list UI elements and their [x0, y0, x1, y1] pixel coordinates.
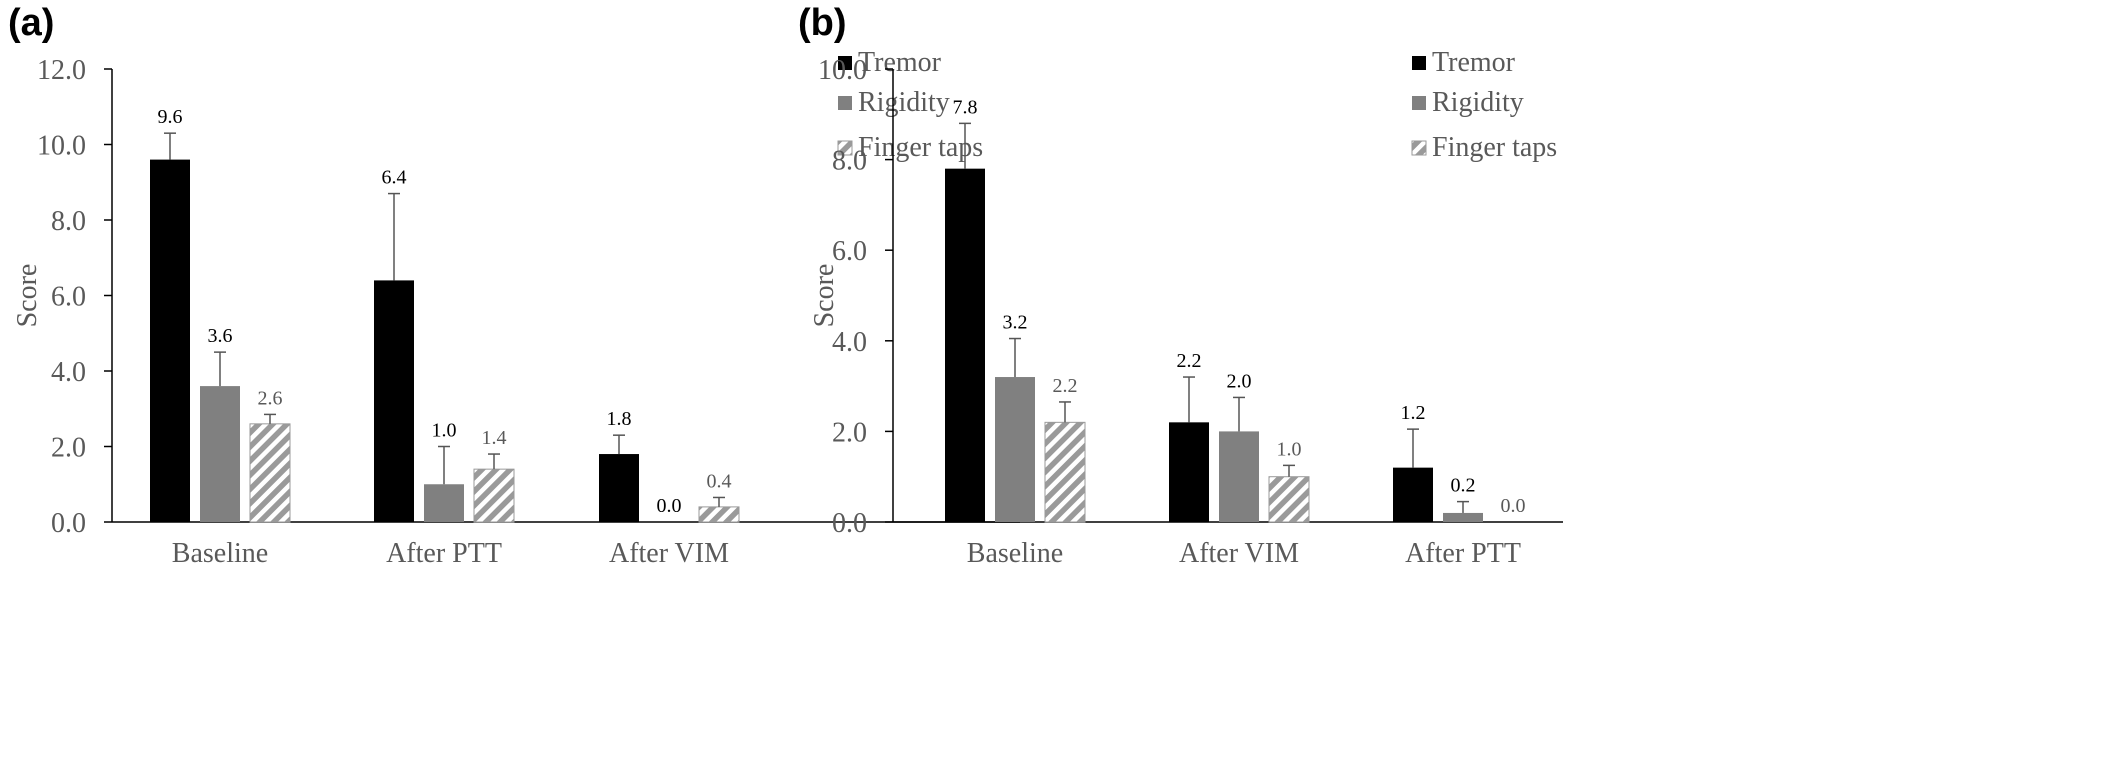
y-tick-label: 6.0 [832, 236, 867, 267]
legend-swatch-tremor [838, 56, 852, 70]
y-tick-label: 6.0 [51, 282, 86, 313]
legend-label-finger-taps: Finger taps [1432, 132, 1557, 163]
y-tick-label: 0.0 [51, 508, 86, 539]
data-label-rigidity: 0.2 [1451, 475, 1476, 497]
bar-rigidity [1219, 431, 1259, 522]
y-tick-label: 2.0 [51, 433, 86, 464]
legend-swatch-rigidity [838, 96, 852, 110]
bar-finger-taps [249, 423, 291, 523]
y-tick-label: 10.0 [37, 131, 86, 162]
bar-tremor [599, 454, 639, 522]
x-tick-label: After VIM [609, 538, 729, 569]
y-tick-label: 4.0 [51, 357, 86, 388]
data-label-finger-taps: 1.4 [482, 427, 507, 449]
legend-swatch-rigidity [1412, 96, 1426, 110]
data-label-finger-taps: 0.4 [707, 470, 732, 492]
bar-finger-taps [1268, 476, 1310, 523]
panel-label: (b) [798, 2, 847, 44]
data-label-rigidity: 2.0 [1227, 370, 1252, 392]
x-tick-label: Baseline [172, 538, 268, 569]
bar-tremor [1169, 422, 1209, 522]
x-tick-label: After PTT [1405, 538, 1521, 569]
legend-swatch-finger-taps [1411, 140, 1427, 156]
legend-label-rigidity: Rigidity [1432, 87, 1524, 118]
data-label-rigidity: 3.6 [208, 325, 233, 347]
bar-finger-taps [1044, 421, 1086, 523]
bar-tremor [945, 168, 985, 522]
bar-tremor [374, 280, 414, 522]
data-label-rigidity: 0.0 [657, 495, 682, 517]
legend-label-rigidity: Rigidity [858, 87, 950, 118]
legend-swatch-finger-taps [837, 140, 853, 156]
bar-rigidity [995, 377, 1035, 522]
bar-tremor [1393, 467, 1433, 522]
y-tick-label: 2.0 [832, 417, 867, 448]
data-label-rigidity: 1.0 [432, 420, 457, 442]
data-label-tremor: 9.6 [158, 106, 183, 128]
x-tick-label: After VIM [1179, 538, 1299, 569]
bar-tremor [150, 159, 190, 522]
y-tick-label: 12.0 [37, 55, 86, 86]
bar-rigidity [424, 484, 464, 522]
y-tick-label: 0.0 [832, 508, 867, 539]
bar-rigidity [200, 386, 240, 522]
bar-finger-taps [698, 506, 740, 523]
panel-label: (a) [8, 2, 54, 44]
data-label-finger-taps: 1.0 [1277, 438, 1302, 460]
chart-panel-b: (b) Score 0.0 2.0 4.0 6.0 8.0 10.0 Baseline After… [798, 2, 1563, 569]
data-label-rigidity: 3.2 [1003, 312, 1028, 334]
bar-rigidity [1443, 512, 1483, 522]
y-tick-label: 8.0 [832, 146, 867, 177]
data-label-tremor: 6.4 [382, 167, 407, 189]
data-label-finger-taps: 0.0 [1501, 495, 1526, 517]
legend-swatch-tremor [1412, 56, 1426, 70]
chart-panel-a: (a) Score 0.0 2.0 4.0 6.0 8.0 10.0 12.0 Baseline A… [8, 2, 1020, 569]
data-label-finger-taps: 2.2 [1053, 375, 1078, 397]
y-axis-label: Score [12, 264, 43, 328]
bar-finger-taps [473, 468, 515, 523]
x-tick-label: After PTT [386, 538, 502, 569]
x-tick-label: Baseline [967, 538, 1063, 569]
legend-label-tremor: Tremor [1432, 47, 1516, 78]
data-label-tremor: 2.2 [1177, 350, 1202, 372]
y-tick-label: 4.0 [832, 327, 867, 358]
y-axis-label: Score [809, 264, 840, 328]
data-label-tremor: 7.8 [953, 96, 978, 118]
data-label-finger-taps: 2.6 [258, 387, 283, 409]
data-label-tremor: 1.8 [607, 408, 632, 430]
y-tick-label: 8.0 [51, 206, 86, 237]
data-label-tremor: 1.2 [1401, 402, 1426, 424]
legend-label-finger-taps: Finger taps [858, 132, 983, 163]
legend-label-tremor: Tremor [858, 47, 942, 78]
y-tick-label: 10.0 [818, 55, 867, 86]
